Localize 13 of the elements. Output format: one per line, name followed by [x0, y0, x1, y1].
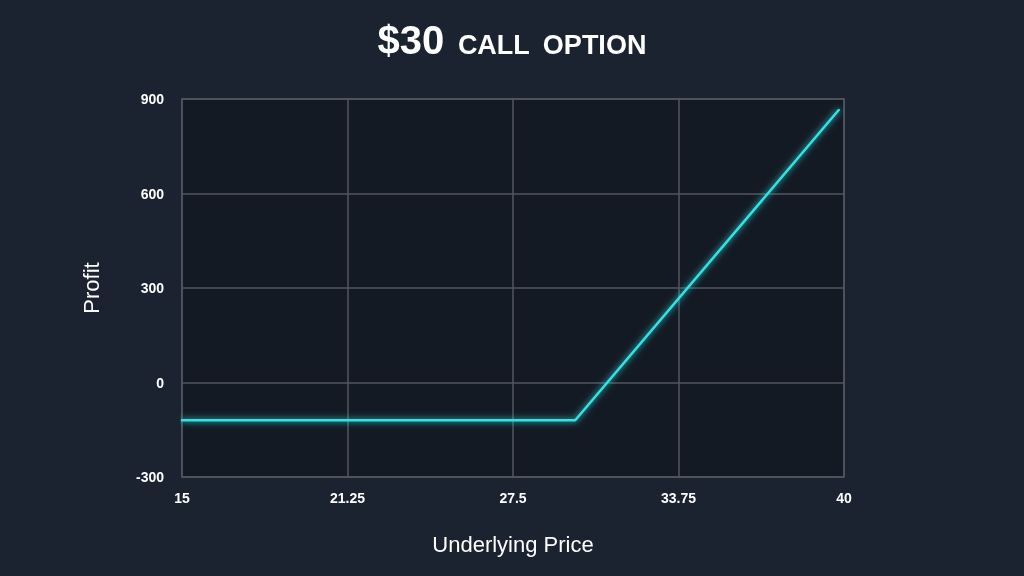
x-tick-label: 33.75: [660, 490, 697, 506]
y-tick-label: 300: [140, 280, 165, 296]
y-tick-label: -300: [135, 469, 165, 485]
x-tick-label: 21.25: [329, 490, 366, 506]
x-tick-label: 40: [836, 490, 852, 506]
y-tick-label: 0: [156, 374, 165, 391]
x-axis-title: Underlying Price: [432, 531, 594, 557]
y-tick-label: 900: [140, 91, 165, 107]
chart-title: $30 CALL OPTION: [377, 18, 647, 62]
x-tick-label: 15: [174, 490, 190, 506]
y-axis-title: Profit: [78, 262, 104, 314]
y-tick-label: 600: [140, 185, 165, 202]
x-tick-label: 27.5: [499, 490, 527, 506]
